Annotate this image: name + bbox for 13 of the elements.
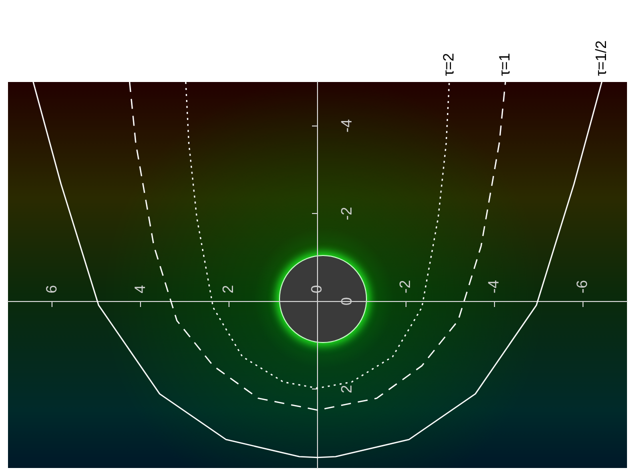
y-tick-label: 2 xyxy=(338,384,356,394)
text: τ=2 xyxy=(440,52,458,76)
x-tick-label: 4 xyxy=(132,284,149,294)
y-tick-label: -4 xyxy=(338,119,356,133)
text: τ=1 xyxy=(496,52,514,76)
y-tick-label: -2 xyxy=(338,206,356,220)
x-tick-label: -2 xyxy=(397,280,414,294)
text: τ=1/2 xyxy=(592,40,610,76)
x-tick-label: -4 xyxy=(486,280,502,294)
x-tick-label: 2 xyxy=(220,284,238,294)
x-tick-label: 6 xyxy=(43,284,60,294)
x-tick-label: -6 xyxy=(574,280,591,294)
line-series xyxy=(128,82,506,411)
